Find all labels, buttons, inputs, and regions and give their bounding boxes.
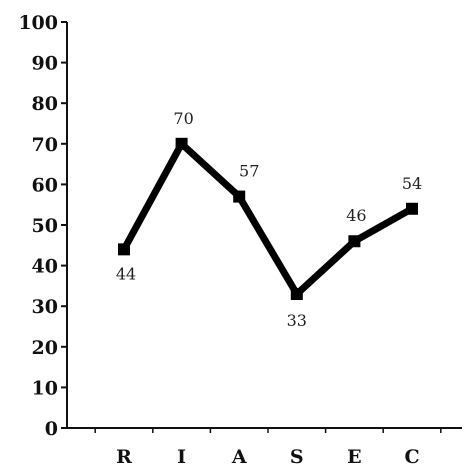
x-tick-label: A: [231, 446, 247, 468]
y-tick-label: 30: [32, 296, 58, 318]
data-point-marker: [348, 235, 361, 248]
x-tick-label: I: [177, 446, 186, 468]
y-tick-label: 60: [32, 174, 58, 196]
data-labels: 44 70 57 33 46 54: [116, 109, 422, 330]
data-label: 54: [402, 174, 422, 193]
data-label: 46: [346, 206, 366, 225]
x-tick-label: E: [347, 446, 361, 468]
data-label: 57: [239, 162, 259, 181]
y-tick-label: 20: [32, 337, 58, 359]
y-axis: 0 10 20 30 40 50 60 70 80 90 100: [18, 12, 68, 440]
data-label: 33: [287, 311, 307, 330]
data-point-marker: [175, 137, 188, 150]
y-tick-label: 70: [32, 134, 58, 156]
y-tick-label: 0: [45, 418, 58, 440]
data-point-marker: [118, 243, 130, 256]
x-tick-label: C: [404, 446, 419, 468]
y-tick-label: 40: [32, 256, 58, 278]
y-tick-label: 10: [32, 377, 58, 399]
y-tick-label: 90: [32, 53, 58, 75]
y-tick-label: 80: [32, 93, 58, 115]
series-line: [120, 140, 416, 298]
data-point-marker: [406, 202, 418, 215]
y-tick-label: 100: [18, 12, 58, 34]
y-tick-label: 50: [32, 215, 58, 237]
data-point-marker: [233, 190, 246, 203]
x-tick-label: S: [290, 446, 304, 468]
data-label: 70: [173, 109, 193, 128]
data-point-marker: [290, 288, 303, 301]
x-tick-label: R: [116, 446, 132, 468]
data-label: 44: [116, 264, 136, 283]
series: [118, 137, 418, 301]
